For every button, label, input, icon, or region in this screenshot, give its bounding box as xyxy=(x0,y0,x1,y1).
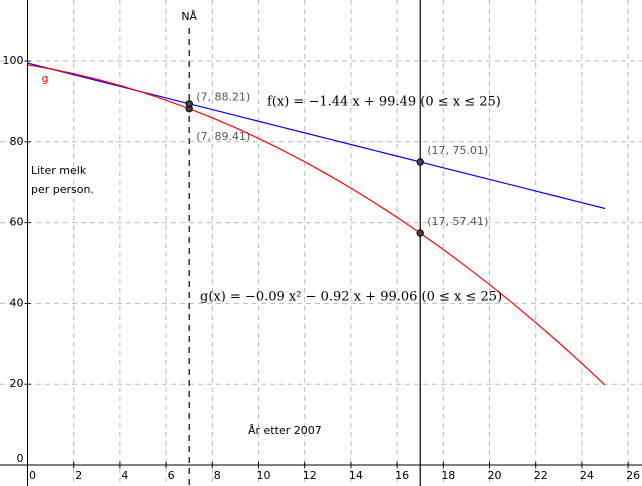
y-tick-label: 60 xyxy=(9,216,23,229)
point-label: (17, 57.41) xyxy=(427,215,488,228)
vertical-line-label: NÅ xyxy=(181,10,197,23)
x-tick-label: 0 xyxy=(29,469,36,482)
g-formula: g(x) = −0.09 x² − 0.92 x + 99.06 (0 ≤ x … xyxy=(200,290,502,305)
x-tick-label: 6 xyxy=(168,469,175,482)
point-label: (7, 89.41) xyxy=(196,130,250,143)
series-line xyxy=(27,62,606,210)
point xyxy=(416,229,424,237)
x-tick-label: 26 xyxy=(626,469,640,482)
y-axis-label: Liter melk xyxy=(31,164,87,177)
y-axis-label: per person. xyxy=(31,183,94,196)
x-tick-label: 20 xyxy=(488,469,502,482)
x-tick-label: 10 xyxy=(257,469,271,482)
series-line xyxy=(27,64,606,386)
x-tick-label: 12 xyxy=(303,469,317,482)
point-label: (17, 75.01) xyxy=(427,144,488,157)
x-tick-label: 24 xyxy=(580,469,594,482)
y-tick-label: 40 xyxy=(9,296,23,309)
y-tick-label: 100 xyxy=(2,54,23,67)
y-tick-label: 0 xyxy=(16,452,23,465)
x-tick-label: 4 xyxy=(121,469,128,482)
y-tick-label: 80 xyxy=(9,135,23,148)
x-tick-label: 16 xyxy=(395,469,409,482)
point xyxy=(416,158,424,166)
x-tick-label: 14 xyxy=(349,469,363,482)
x-tick-label: 8 xyxy=(214,469,221,482)
x-tick-label: 2 xyxy=(75,469,82,482)
x-axis-label: År etter 2007 xyxy=(248,424,322,437)
point-label: (7, 88.21) xyxy=(196,91,250,104)
y-tick-label: 20 xyxy=(9,377,23,390)
point xyxy=(185,100,193,108)
f-formula: f(x) = −1.44 x + 99.49 (0 ≤ x ≤ 25) xyxy=(267,95,501,110)
plot: NÅ g (7, 88.21) (7, 89.41) (17, 75.01) (17, 5… xyxy=(27,0,606,486)
series-name: g xyxy=(41,72,48,85)
x-tick-label: 18 xyxy=(441,469,455,482)
x-tick-label: 22 xyxy=(534,469,548,482)
